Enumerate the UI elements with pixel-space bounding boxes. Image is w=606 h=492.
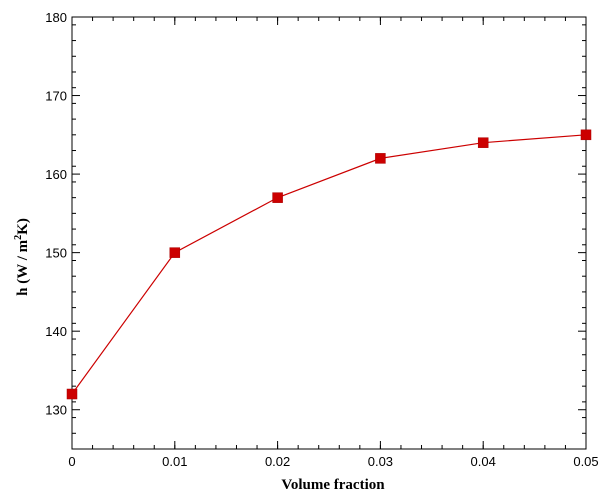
plot-frame: [71, 16, 587, 450]
tick-labels: 0 0.01 0.02 0.03 0.04 0.05 130 140 150 160 170 180: [45, 10, 598, 469]
x-tick-label: 0.01: [162, 454, 187, 469]
y-tick-label: 180: [45, 10, 67, 25]
y-tick-label: 130: [45, 403, 67, 418]
x-tick-label: 0.03: [368, 454, 393, 469]
data-point-marker: [477, 137, 489, 148]
x-tick-label: 0.04: [471, 454, 496, 469]
y-axis-title-suffix: K): [15, 218, 31, 235]
data-point-marker: [66, 388, 78, 400]
data-point-marker: [375, 153, 386, 164]
x-tick-label: 0.02: [265, 454, 290, 469]
y-axis-title-prefix: h (W / m: [15, 239, 31, 295]
y-axis-title: h (W / m2K): [13, 218, 31, 296]
axis-ticks: [71, 16, 587, 450]
x-axis-title: Volume fraction: [281, 477, 385, 492]
series-line: [71, 134, 587, 395]
y-axis-title-sup: 2: [13, 235, 24, 240]
y-tick-label: 150: [45, 246, 67, 261]
plot-area: [71, 16, 587, 450]
x-tick-label: 0: [68, 454, 75, 469]
data-point-marker: [169, 247, 181, 258]
y-tick-label: 160: [45, 167, 67, 182]
y-tick-label: 170: [45, 89, 67, 104]
x-tick-label: 0.05: [573, 454, 598, 469]
data-point-marker: [272, 192, 283, 203]
y-tick-label: 140: [45, 324, 67, 339]
data-series: [66, 129, 592, 400]
data-point-marker: [580, 129, 592, 141]
